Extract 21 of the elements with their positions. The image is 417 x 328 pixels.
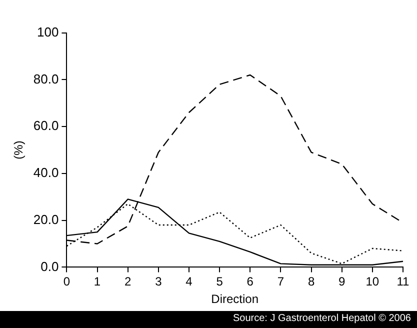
y-axis-title: (%) (12, 140, 26, 160)
y-tick-label: 80.0 (33, 71, 59, 86)
x-axis-title: Direction (211, 292, 259, 306)
x-tick-label: 8 (308, 274, 315, 289)
x-tick-label: 6 (246, 274, 254, 289)
y-tick-label: 100 (37, 24, 59, 40)
y-tick-label: 40.0 (33, 165, 59, 180)
x-tick-label: 5 (216, 274, 224, 289)
source-note: Source: J Gastroenterol Hepatol © 2006 (232, 312, 412, 324)
x-tick-label: 9 (338, 274, 346, 289)
y-tick-label: 0.0 (40, 258, 59, 274)
x-tick-label: 1 (94, 274, 101, 289)
x-tick-label: 3 (155, 274, 162, 289)
y-tick-label: 20.0 (33, 212, 59, 227)
x-tick-label: 2 (124, 274, 132, 289)
x-tick-label: 4 (186, 274, 193, 289)
x-tick-label: 10 (366, 274, 380, 289)
x-tick-label: 7 (277, 274, 284, 289)
x-tick-label: 0 (63, 274, 70, 289)
x-tick-label: 11 (396, 274, 410, 289)
y-tick-label: 60.0 (33, 118, 59, 134)
